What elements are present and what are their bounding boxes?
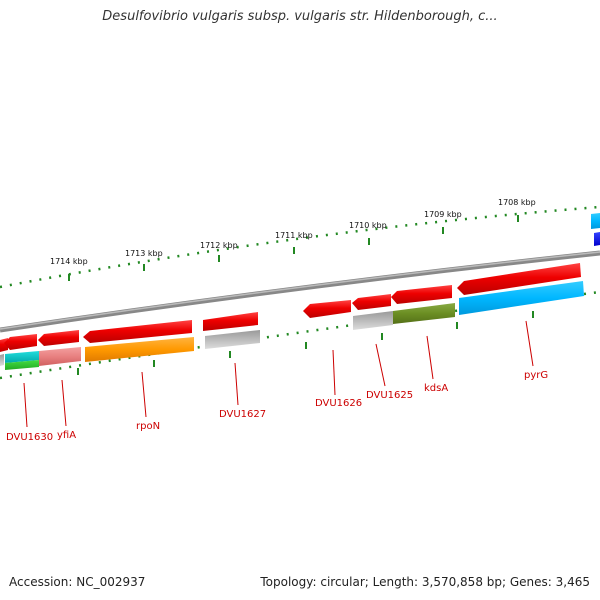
kbp-label-1713: 1713 kbp	[125, 249, 163, 258]
outer-major-ticks	[68, 215, 519, 281]
feature-bar[interactable]	[5, 351, 39, 363]
inner-major-ticks	[77, 311, 534, 375]
outer-dotted-track	[0, 205, 600, 289]
feature-bar-yfiA[interactable]	[39, 347, 81, 366]
gene-arrow-rpoN[interactable]	[83, 320, 192, 343]
feature-bar-edge[interactable]	[594, 232, 600, 246]
genome-backbone	[0, 250, 600, 333]
feature-bar-pyrG[interactable]	[459, 281, 584, 315]
kbp-label-1712: 1712 kbp	[200, 241, 238, 250]
gene-label-yfiA[interactable]: yfiA	[57, 430, 76, 441]
strand-annotation-features	[0, 213, 600, 370]
kbp-label-1711: 1711 kbp	[275, 231, 313, 240]
gene-label-rpoN[interactable]: rpoN	[136, 421, 160, 432]
gene-label-kdsA[interactable]: kdsA	[424, 383, 448, 394]
kbp-label-1710: 1710 kbp	[349, 221, 387, 230]
gene-arrow[interactable]	[4, 334, 37, 350]
feature-bar-kdsA[interactable]	[393, 303, 455, 324]
gene-label-DVU1625[interactable]: DVU1625	[366, 390, 413, 401]
gene-label-DVU1630[interactable]: DVU1630	[6, 432, 53, 443]
feature-bar-DVU1627[interactable]	[205, 330, 260, 349]
gene-arrow-pyrG[interactable]	[457, 263, 581, 295]
label-leaders	[23, 320, 534, 428]
feature-bar-edge[interactable]	[591, 213, 600, 229]
gene-arrow-DVU1626[interactable]	[303, 300, 351, 318]
kbp-label-1714: 1714 kbp	[50, 257, 88, 266]
gene-label-DVU1626[interactable]: DVU1626	[315, 398, 362, 409]
strand-forward-features	[0, 263, 581, 352]
map-title: Desulfovibrio vulgaris subsp. vulgaris s…	[102, 9, 498, 24]
feature-bar[interactable]	[5, 360, 39, 370]
gene-arrow-DVU1625[interactable]	[352, 294, 391, 310]
accession-text: Accession: NC_002937	[9, 575, 146, 589]
gene-arrow-kdsA[interactable]	[391, 285, 452, 304]
gene-label-DVU1627[interactable]: DVU1627	[219, 409, 266, 420]
kbp-label-1709: 1709 kbp	[424, 210, 462, 219]
feature-bar-rpoN[interactable]	[85, 337, 194, 362]
gene-arrow[interactable]	[38, 330, 79, 346]
gene-arrow-DVU1627[interactable]	[203, 312, 258, 331]
genome-summary-text: Topology: circular; Length: 3,570,858 bp…	[260, 575, 590, 589]
gene-label-pyrG[interactable]: pyrG	[524, 370, 548, 381]
feature-bar[interactable]	[0, 354, 4, 366]
feature-bar-DVU1625[interactable]	[353, 311, 393, 330]
kbp-label-1708: 1708 kbp	[498, 198, 536, 207]
